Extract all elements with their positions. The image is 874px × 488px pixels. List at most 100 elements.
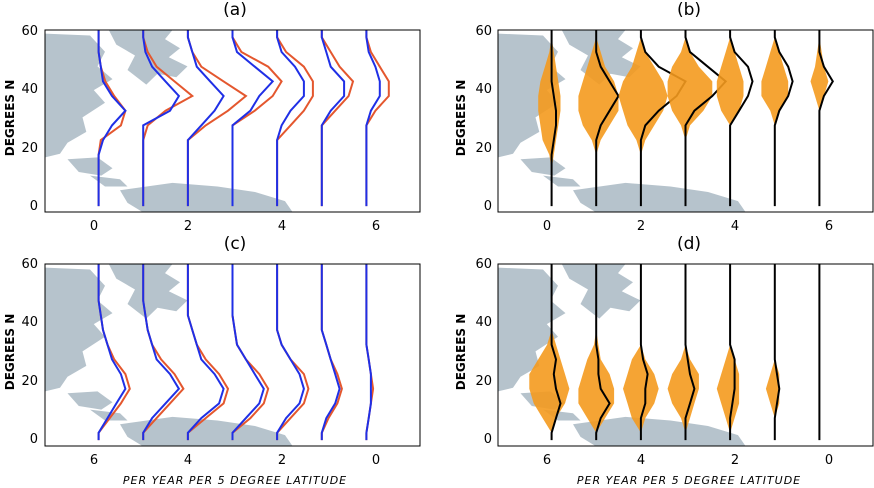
- blue-profile-line: [142, 264, 181, 441]
- panel-b-plot: [498, 30, 834, 212]
- area-envelope: [667, 271, 699, 433]
- profile-line: [818, 30, 834, 207]
- land-shape: [67, 157, 113, 176]
- panel-b-ytick-20: 20: [475, 141, 492, 156]
- area-envelope: [538, 37, 561, 199]
- panel-c-xtick-6: 6: [90, 453, 98, 468]
- red-profile-line: [276, 30, 314, 207]
- panel-d-plot: [498, 264, 821, 446]
- panel-b-frame: [497, 29, 874, 213]
- panel-b-ylabel: DEGREES N: [454, 80, 468, 157]
- panel-d-title: (d): [677, 234, 701, 254]
- blue-profile-line: [97, 30, 127, 207]
- land-shape: [573, 182, 746, 212]
- panel-b-ytick-60: 60: [475, 24, 492, 39]
- red-profile-line: [276, 264, 310, 441]
- panel-a-title: (a): [223, 0, 247, 20]
- profile-line: [729, 30, 754, 207]
- panel-c-ytick-20: 20: [21, 374, 38, 389]
- panel-d-xlabel: PER YEAR PER 5 DEGREE LATITUDE: [577, 474, 801, 487]
- area-envelope: [578, 271, 615, 433]
- land-shape: [90, 175, 128, 187]
- red-profile-line: [186, 30, 248, 207]
- panel-b: (b) 60 40 20 0 DEGREES N 0 2 4 6: [454, 0, 874, 234]
- area-envelope: [810, 37, 829, 199]
- blue-profile-line: [186, 264, 225, 441]
- panel-d: (d) 60 40 20 0 DEGREES N 6 4 2 0 PER YEA…: [454, 234, 874, 487]
- panel-c: (c) 60 40 20 0 DEGREES N 6 4 2 0 PER YEA…: [3, 234, 421, 487]
- blue-profile-line: [365, 264, 372, 441]
- panel-a-xtick-4: 4: [278, 219, 286, 234]
- land-shape: [108, 264, 188, 319]
- panel-a: (a) 60 40 20 0 DEGREES N 0 2 4 6: [3, 0, 421, 234]
- panel-d-xtick-4: 4: [637, 453, 645, 468]
- profile-line: [729, 264, 736, 441]
- land-shape: [543, 175, 581, 187]
- panel-c-frame: [44, 263, 421, 447]
- land-shape: [45, 267, 113, 392]
- panel-b-ytick-40: 40: [475, 82, 492, 97]
- red-profile-line: [231, 30, 283, 207]
- panel-d-ylabel: DEGREES N: [454, 314, 468, 391]
- red-profile-line: [320, 264, 343, 441]
- panel-c-ytick-60: 60: [21, 257, 38, 272]
- area-envelope: [765, 271, 780, 433]
- profile-line: [550, 30, 557, 207]
- area-envelope: [716, 271, 740, 433]
- area-envelope: [761, 37, 789, 199]
- panel-a-ytick-20: 20: [21, 141, 38, 156]
- area-envelope: [618, 37, 668, 199]
- panel-a-plot: [45, 30, 390, 212]
- panel-d-ytick-0: 0: [484, 432, 492, 447]
- blue-profile-line: [186, 30, 225, 207]
- panel-c-ytick-0: 0: [30, 432, 38, 447]
- profile-line: [684, 264, 696, 441]
- blue-profile-line: [97, 264, 127, 441]
- area-envelope: [716, 37, 744, 199]
- panel-a-frame: [44, 29, 421, 213]
- profile-line: [595, 30, 620, 207]
- blue-profile-line: [276, 264, 305, 441]
- panel-d-ytick-20: 20: [475, 374, 492, 389]
- panel-a-ytick-0: 0: [30, 199, 38, 214]
- panel-b-xtick-0: 0: [543, 219, 551, 234]
- profile-line: [773, 264, 781, 441]
- panel-b-xtick-2: 2: [637, 219, 645, 234]
- panel-d-ytick-40: 40: [475, 315, 492, 330]
- profile-line: [684, 30, 728, 207]
- panel-a-ylabel: DEGREES N: [3, 80, 17, 157]
- area-envelope: [623, 271, 659, 433]
- panel-d-ytick-60: 60: [475, 257, 492, 272]
- panel-d-frame: [497, 263, 874, 447]
- land-shape: [67, 391, 113, 410]
- area-envelope: [529, 271, 570, 433]
- profile-line: [773, 30, 794, 207]
- blue-profile-line: [320, 30, 346, 207]
- panel-d-xtick-0: 0: [825, 453, 833, 468]
- land-shape: [573, 416, 746, 446]
- land-shape: [561, 264, 641, 319]
- panel-a-xtick-0: 0: [90, 219, 98, 234]
- panel-a-ytick-40: 40: [21, 82, 38, 97]
- panel-c-xtick-4: 4: [184, 453, 192, 468]
- blue-profile-line: [276, 30, 305, 207]
- panel-c-ylabel: DEGREES N: [3, 314, 17, 391]
- panel-b-title: (b): [677, 0, 701, 20]
- blue-profile-line: [231, 264, 265, 441]
- panel-b-xtick-6: 6: [825, 219, 833, 234]
- profile-line: [639, 264, 649, 441]
- panel-b-ytick-0: 0: [484, 199, 492, 214]
- land-shape: [45, 33, 113, 158]
- land-shape: [120, 182, 293, 212]
- panel-c-title: (c): [224, 234, 247, 254]
- panel-a-ytick-60: 60: [21, 24, 38, 39]
- land-shape: [120, 416, 293, 446]
- panel-d-xtick-2: 2: [731, 453, 739, 468]
- profile-line: [595, 264, 611, 441]
- panel-c-ytick-40: 40: [21, 315, 38, 330]
- panel-c-xlabel: PER YEAR PER 5 DEGREE LATITUDE: [123, 474, 347, 487]
- profile-line: [550, 264, 562, 441]
- panel-d-xtick-6: 6: [543, 453, 551, 468]
- land-shape: [498, 267, 566, 392]
